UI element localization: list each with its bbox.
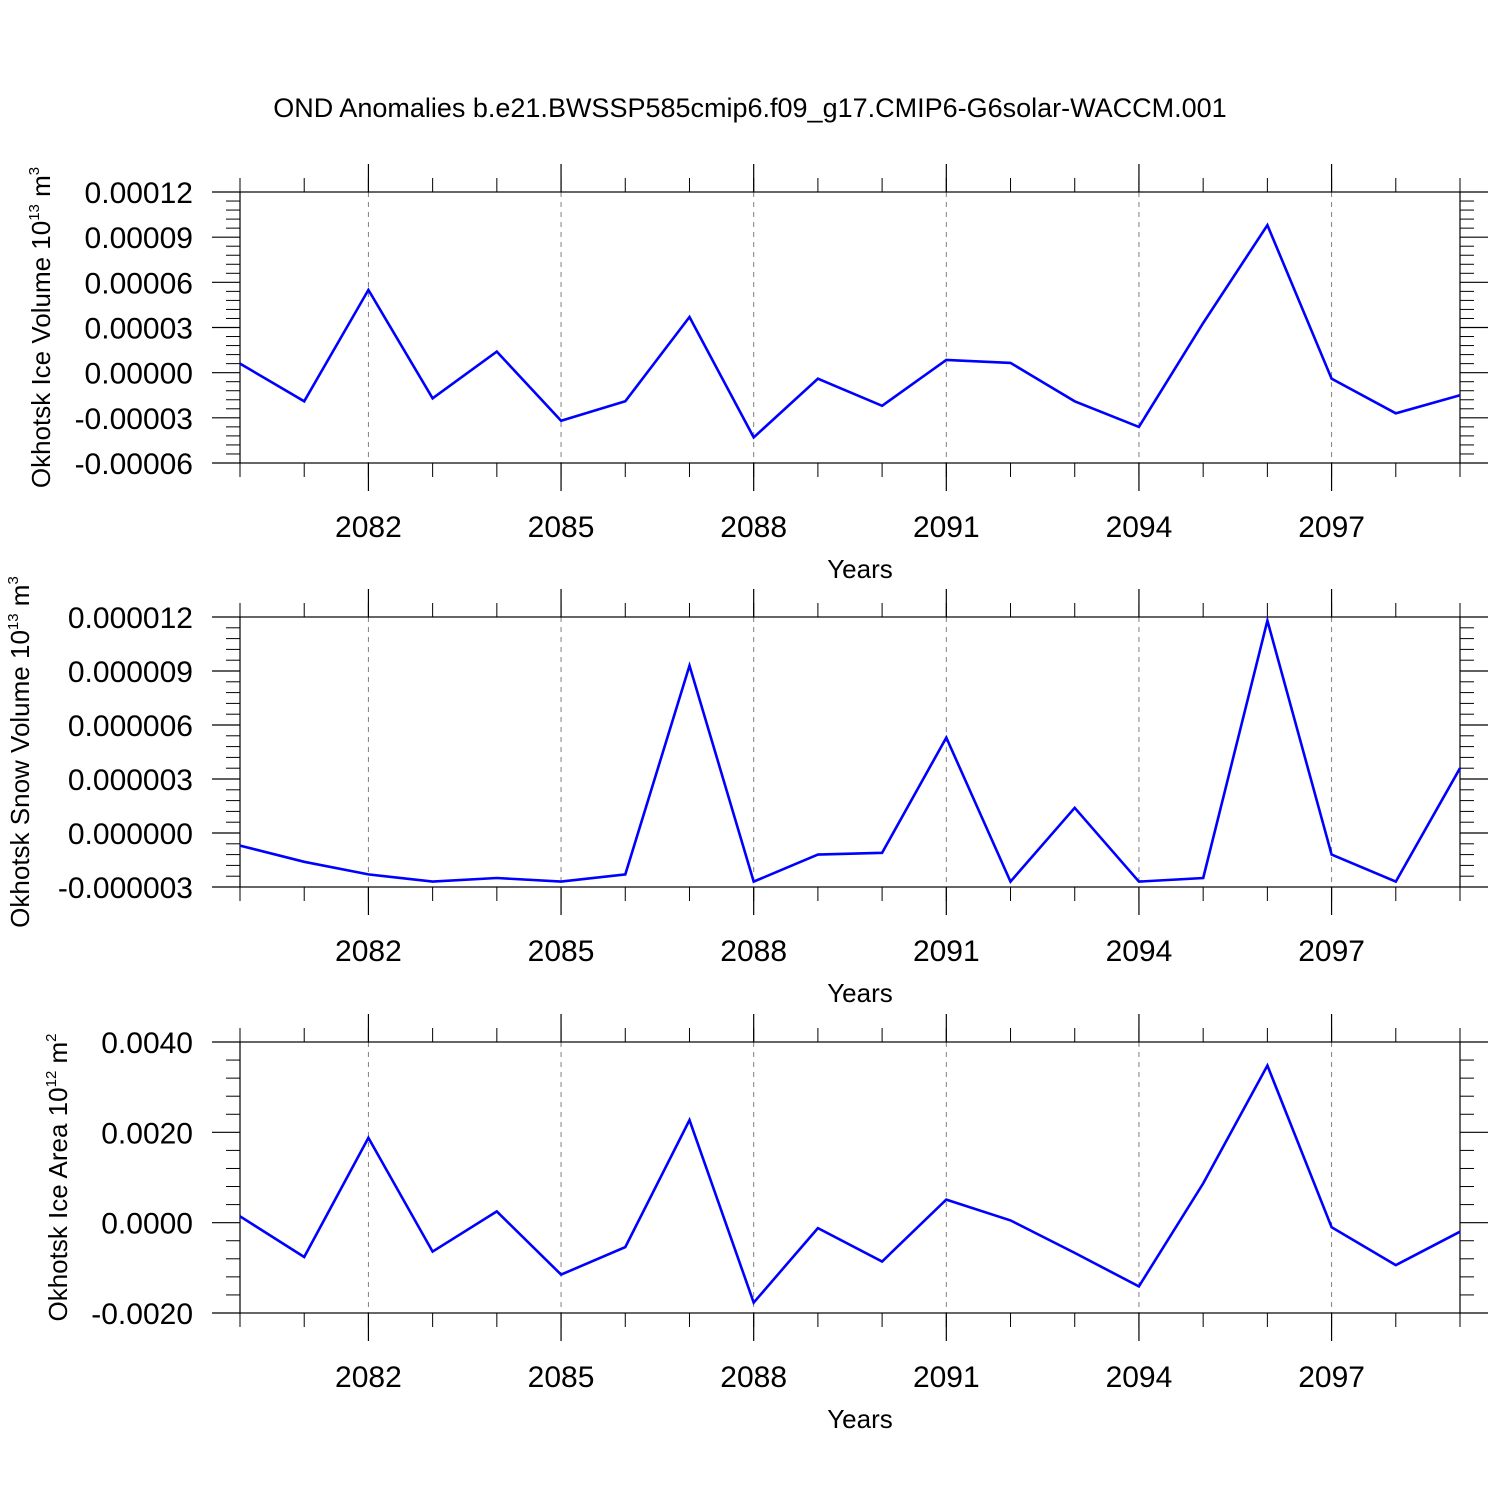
plot-frame [239, 616, 1461, 888]
plot-frame [239, 1041, 1461, 1314]
x-tick-label: 2097 [1298, 511, 1365, 544]
x-tick-label: 2085 [528, 935, 595, 968]
y-tick-label: 0.0020 [101, 1117, 193, 1150]
y-axis-label: Okhotsk Snow Volume 1013 m3 [5, 576, 35, 928]
y-tick-label: 0.0000 [101, 1208, 193, 1241]
y-axis-label-part: 2 [43, 1033, 60, 1041]
y-tick-label: 0.00006 [85, 267, 193, 300]
x-tick-label: 2094 [1106, 511, 1173, 544]
y-tick-label: 0.000009 [68, 656, 193, 689]
x-tick-label: 2082 [335, 511, 402, 544]
y-axis-label-part: 13 [5, 613, 22, 630]
chart-title: OND Anomalies b.e21.BWSSP585cmip6.f09_g1… [273, 93, 1226, 123]
y-tick-label: -0.000003 [58, 872, 193, 905]
plot-frame [239, 191, 1461, 464]
y-axis-label-part: 13 [26, 204, 43, 221]
x-axis-label: Years [827, 978, 893, 1008]
y-axis-label-part: 3 [26, 167, 43, 175]
x-tick-label: 2097 [1298, 935, 1365, 968]
y-tick-label: 0.000006 [68, 710, 193, 743]
x-tick-label: 2088 [720, 511, 787, 544]
x-axis-label: Years [827, 554, 893, 584]
x-tick-label: 2085 [528, 1361, 595, 1394]
panels: 2082 2085 2088 2091 2094 2097 0.00012 0.00009 0.… [5, 164, 1488, 1434]
y-tick-label: 0.000003 [68, 764, 193, 797]
x-axis-label: Years [827, 1404, 893, 1434]
panel-2: 2082 2085 2088 2091 2094 2097 0.000012 0.000009… [5, 576, 1488, 1008]
y-tick-label: -0.0020 [91, 1298, 193, 1331]
x-tick-label: 2088 [720, 1361, 787, 1394]
y-tick-label: 0.00000 [85, 358, 193, 391]
x-tick-label: 2097 [1298, 1361, 1365, 1394]
x-tick-label: 2091 [913, 511, 980, 544]
y-axis-label-part: m [26, 175, 56, 204]
panel-3: 2082 2085 2088 2091 2094 2097 0.0040 0.0020 0.00… [43, 1014, 1488, 1434]
x-tick-label: 2094 [1106, 1361, 1173, 1394]
y-axis-label-part: 3 [5, 576, 22, 584]
panel-1: 2082 2085 2088 2091 2094 2097 0.00012 0.00009 0.… [26, 164, 1488, 584]
x-tick-label: 2088 [720, 935, 787, 968]
series-line [239, 615, 1462, 884]
y-tick-label: 0.00003 [85, 313, 193, 346]
y-tick-label: 0.0040 [101, 1027, 193, 1060]
y-tick-label: 0.000000 [68, 818, 193, 851]
x-tick-label: 2082 [335, 1361, 402, 1394]
y-tick-label: -0.00003 [75, 403, 193, 436]
y-tick-label: 0.00012 [85, 177, 193, 210]
y-tick-label: -0.00006 [75, 448, 193, 481]
y-tick-label: 0.00009 [85, 222, 193, 255]
x-tick-label: 2091 [913, 1361, 980, 1394]
y-axis-label-part: m [43, 1042, 73, 1071]
y-axis-label-part: 12 [43, 1071, 60, 1088]
y-axis-label: Okhotsk Ice Area 1012 m2 [43, 1033, 73, 1321]
y-axis-label-part: m [5, 585, 35, 614]
x-tick-label: 2085 [528, 511, 595, 544]
x-tick-label: 2082 [335, 935, 402, 968]
x-tick-label: 2091 [913, 935, 980, 968]
y-axis-label: Okhotsk Ice Volume 1013 m3 [26, 167, 56, 488]
series-line [239, 1062, 1461, 1306]
x-tick-label: 2094 [1106, 935, 1173, 968]
series-line [239, 222, 1461, 440]
y-axis-label-part: Okhotsk Ice Volume 10 [26, 221, 56, 488]
y-axis-label-part: Okhotsk Snow Volume 10 [5, 630, 35, 928]
y-axis-label-part: Okhotsk Ice Area 10 [43, 1087, 73, 1321]
y-tick-label: 0.000012 [68, 602, 193, 635]
